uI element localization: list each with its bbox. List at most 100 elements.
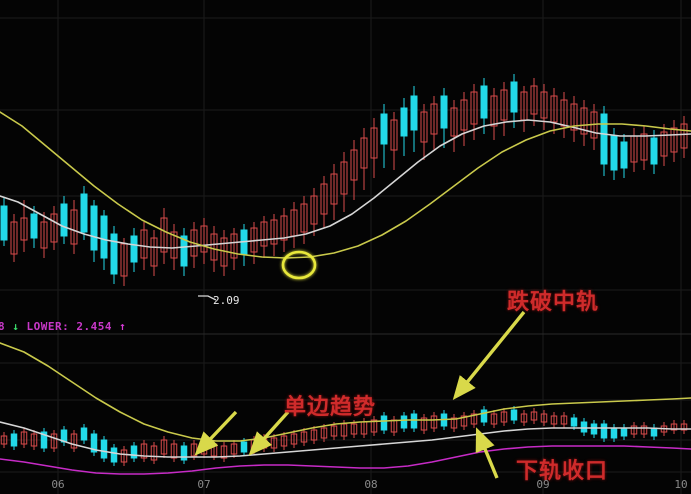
candle-body-down xyxy=(110,447,118,463)
candle-body-down xyxy=(440,95,448,129)
candle-body-down xyxy=(380,113,388,145)
candle-body-up xyxy=(490,95,498,127)
candle-body-up xyxy=(280,215,288,241)
candle-body-up xyxy=(390,119,398,151)
highlight-circle xyxy=(281,250,317,280)
candle-body-down xyxy=(610,427,618,439)
candle-body-up xyxy=(500,89,508,121)
series-line xyxy=(0,445,691,475)
candle-body-up xyxy=(280,435,288,447)
candle-body-up xyxy=(540,91,548,119)
candle-body-up xyxy=(560,415,568,425)
arrow-lower-band xyxy=(475,427,499,479)
status-lower-label: LOWER: xyxy=(26,320,70,333)
candle-body-down xyxy=(80,193,88,233)
status-up-arrow-icon: ↑ xyxy=(119,320,127,333)
arrow-break-mid-band xyxy=(452,310,526,400)
candle-body-up xyxy=(360,137,368,169)
candle-body-up xyxy=(300,203,308,233)
candle-body-up xyxy=(530,85,538,115)
candle-body-up xyxy=(630,425,638,435)
candle-body-up xyxy=(520,413,528,423)
candle-body-up xyxy=(470,91,478,125)
candle-body-up xyxy=(680,423,688,431)
candle-body-up xyxy=(150,445,158,461)
candle-body-down xyxy=(40,431,48,449)
candle-body-up xyxy=(470,413,478,425)
candle-body-up xyxy=(370,127,378,159)
candle-body-up xyxy=(310,429,318,441)
x-axis-tick-09: 09 xyxy=(536,478,550,491)
candle-body-up xyxy=(320,183,328,215)
candle-body-up xyxy=(670,423,678,431)
status-truncated-value: 8 xyxy=(0,320,6,333)
arrow-trend-a xyxy=(248,410,290,456)
candle-body-down xyxy=(650,137,658,165)
candle-body-up xyxy=(170,231,178,259)
candle-body-up xyxy=(570,103,578,131)
candle-body-down xyxy=(650,427,658,437)
status-bar: 8 ↓ LOWER: 2.454 ↑ xyxy=(0,320,126,333)
candle-body-down xyxy=(10,433,18,447)
candle-body-up xyxy=(140,229,148,259)
candle-body-up xyxy=(50,433,58,449)
candle-body-down xyxy=(80,427,88,441)
candle-body-up xyxy=(220,445,228,459)
candle-body-down xyxy=(130,445,138,459)
candle-body-down xyxy=(110,233,118,275)
candle-body-down xyxy=(30,213,38,239)
candle-body-up xyxy=(550,95,558,123)
candle-body-down xyxy=(610,135,618,171)
candle-body-down xyxy=(410,413,418,429)
candle-body-down xyxy=(100,215,108,259)
candle-body-up xyxy=(70,209,78,245)
highlight-ellipse xyxy=(281,250,317,280)
candle-body-up xyxy=(460,415,468,427)
candle-body-up xyxy=(460,99,468,131)
candle-body-down xyxy=(510,409,518,421)
candle-body-up xyxy=(660,131,668,157)
arrow-trend-b xyxy=(194,410,238,456)
candle-body-up xyxy=(420,111,428,143)
candle-body-up xyxy=(330,173,338,205)
candle-body-up xyxy=(230,233,238,259)
candle-body-up xyxy=(290,433,298,445)
candle-body-down xyxy=(0,205,8,241)
candle-body-down xyxy=(100,439,108,459)
candle-body-up xyxy=(430,415,438,429)
candle-body-up xyxy=(530,411,538,421)
candle-body-up xyxy=(500,411,508,423)
candle-body-up xyxy=(200,225,208,253)
candle-body-down xyxy=(180,235,188,267)
candle-body-up xyxy=(350,423,358,435)
candle-body-down xyxy=(480,85,488,119)
price-tag-leader-line xyxy=(198,295,217,301)
candle-body-up xyxy=(120,449,128,463)
candle-body-down xyxy=(480,409,488,423)
candle-body-down xyxy=(130,235,138,263)
candle-body-down xyxy=(400,107,408,137)
candle-body-down xyxy=(400,415,408,429)
candle-body-up xyxy=(330,425,338,437)
candle-body-down xyxy=(410,95,418,131)
candle-body-up xyxy=(20,217,28,241)
candle-body-up xyxy=(680,123,688,149)
candle-body-up xyxy=(420,417,428,431)
candle-body-down xyxy=(90,205,98,251)
candle-body-up xyxy=(160,439,168,455)
candle-body-down xyxy=(90,433,98,453)
series-line xyxy=(0,119,691,249)
annotation-break-mid-band: 跌破中轨 xyxy=(507,290,600,315)
candle-body-down xyxy=(620,427,628,437)
candle-body-up xyxy=(70,433,78,449)
candle-body-down xyxy=(380,415,388,431)
candle-body-up xyxy=(340,161,348,195)
candle-body-up xyxy=(20,431,28,445)
candle-body-down xyxy=(240,441,248,453)
candle-body-up xyxy=(30,433,38,447)
series-line xyxy=(0,421,691,458)
candle-body-up xyxy=(170,443,178,459)
candle-body-up xyxy=(430,103,438,135)
